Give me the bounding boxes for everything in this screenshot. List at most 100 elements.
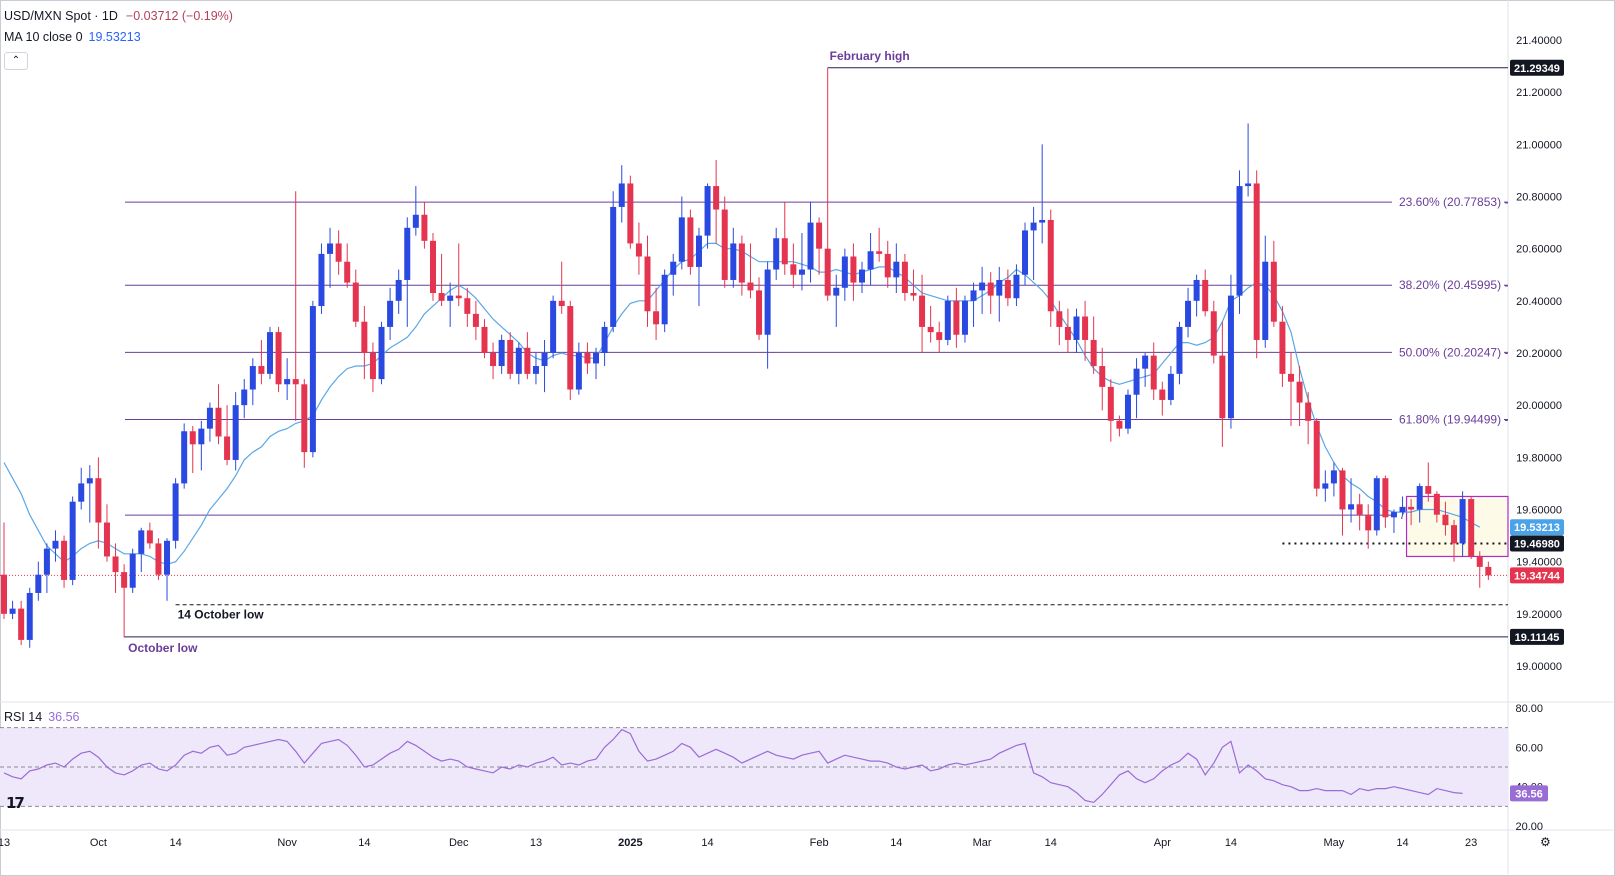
candle-body	[575, 353, 582, 390]
time-tick-label: May	[1324, 837, 1345, 849]
candle-body	[601, 326, 608, 353]
candle-body	[747, 282, 754, 291]
candle-body	[1408, 506, 1415, 510]
candle-body	[1279, 321, 1286, 374]
candle-body	[1193, 279, 1200, 301]
candle-body	[524, 347, 531, 374]
candle-body	[670, 261, 677, 275]
candle-body	[232, 405, 239, 460]
candle-body	[344, 261, 351, 283]
candle-body	[172, 483, 179, 541]
rsi-tick-label: 20.00	[1515, 821, 1543, 833]
time-tick-label: Dec	[449, 837, 469, 849]
candle-body	[1433, 493, 1440, 515]
time-tick-label: Apr	[1154, 837, 1171, 849]
candle-body	[1099, 366, 1106, 387]
fib-label-bg	[1392, 411, 1504, 428]
candle-body	[1210, 311, 1217, 356]
time-tick-label: Oct	[90, 837, 107, 849]
candle-body	[953, 300, 960, 335]
candle-body	[996, 279, 1003, 296]
price-badge-label: 19.46980	[1514, 538, 1560, 550]
candle-body	[78, 483, 85, 502]
candle-body	[1202, 279, 1209, 312]
candle-body	[1270, 261, 1277, 322]
candle-body	[558, 300, 565, 307]
candle-body	[841, 256, 848, 288]
candle-body	[584, 353, 591, 364]
candle-body	[352, 282, 359, 322]
candle-body	[1039, 219, 1046, 223]
candle-body	[515, 347, 522, 374]
time-tick-label: 13	[530, 837, 542, 849]
candle-body	[189, 431, 196, 445]
consolidation-box	[1405, 495, 1509, 558]
time-tick-label: Nov	[277, 837, 297, 849]
price-tick-label: 21.40000	[1516, 35, 1562, 47]
candle-body	[610, 206, 617, 327]
candle-body	[1133, 368, 1140, 395]
candle-body	[816, 222, 823, 249]
candle-body	[249, 366, 256, 390]
candle-body	[1150, 355, 1157, 390]
candle-body	[944, 300, 951, 340]
price-tick-label: 19.60000	[1516, 505, 1562, 517]
candle-body	[773, 238, 780, 270]
candle-body	[1245, 183, 1252, 187]
candle-body	[378, 326, 385, 380]
tradingview-logo[interactable]: 17	[6, 794, 25, 812]
candle-body	[1124, 394, 1131, 429]
candle-body	[369, 353, 376, 380]
price-tick-label: 19.80000	[1516, 452, 1562, 464]
candle-body	[738, 243, 745, 283]
candle-body	[1425, 486, 1432, 494]
candle-body	[807, 222, 814, 270]
price-tick-label: 21.00000	[1516, 139, 1562, 151]
rsi-badge-bg	[1510, 785, 1548, 802]
candle-body	[695, 235, 702, 267]
price-tick-label: 20.80000	[1516, 192, 1562, 204]
fib-label-bg	[1392, 277, 1504, 294]
time-tick-label: 14	[169, 837, 181, 849]
candle-body	[1322, 483, 1329, 489]
candle-body	[1348, 504, 1355, 510]
candle-body	[292, 379, 299, 385]
candle-body	[1373, 478, 1380, 531]
candle-body	[61, 540, 68, 580]
candle-body	[1030, 222, 1037, 231]
price-tick-label: 19.00000	[1516, 661, 1562, 673]
candle-body	[224, 436, 231, 460]
candle-body	[472, 313, 479, 327]
candle-body	[438, 293, 445, 301]
candle-body	[430, 240, 436, 294]
candle-body	[910, 293, 917, 296]
candle-body	[35, 574, 42, 593]
chevron-up-icon[interactable]: ⌃	[4, 52, 28, 70]
candle-body	[1022, 230, 1029, 275]
fib-level-label: 23.60% (20.77853) -	[1399, 195, 1508, 209]
candle-body	[464, 298, 471, 314]
candle-body	[9, 608, 16, 614]
candle-body	[335, 243, 342, 262]
candle-body	[455, 295, 462, 299]
candle-body	[395, 279, 402, 301]
candle-body	[146, 530, 153, 544]
candle-body	[507, 339, 514, 374]
candle-body	[721, 209, 728, 280]
candle-body	[1064, 326, 1071, 340]
candle-body	[1468, 499, 1475, 557]
candle-body	[550, 300, 557, 353]
ma-label: MA 10 close 0	[4, 30, 83, 44]
rsi-label: RSI 14	[4, 710, 43, 724]
candle-body	[112, 556, 119, 573]
candle-body	[1416, 486, 1423, 510]
candle-body	[155, 543, 162, 575]
candle-body	[275, 332, 282, 385]
time-tick-label: 14	[890, 837, 902, 849]
time-tick-label: 13	[0, 837, 10, 849]
candle-body	[704, 186, 711, 236]
candle-body	[404, 227, 411, 280]
candle-body	[987, 282, 994, 296]
candle-body	[447, 295, 454, 301]
